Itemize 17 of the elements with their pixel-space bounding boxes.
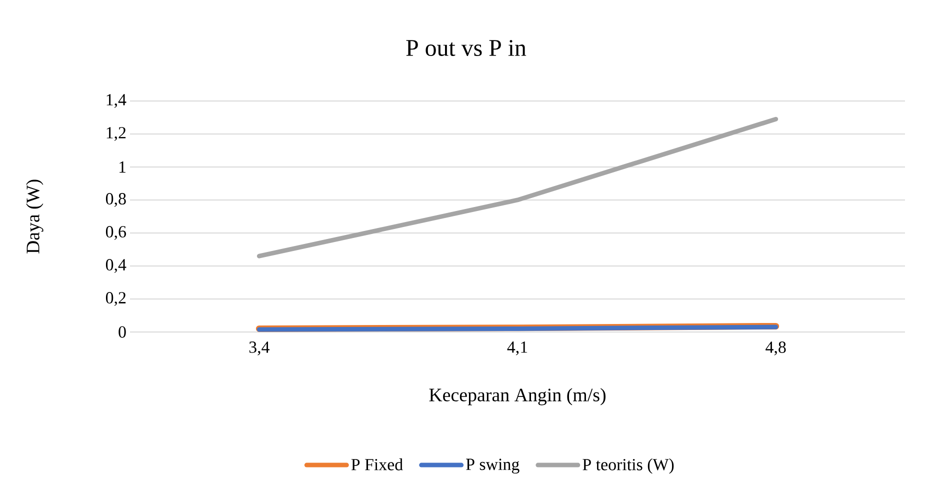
x-tick-label: 3,4: [249, 342, 270, 356]
x-tick-label: 4,8: [766, 342, 786, 356]
legend-label: P Fixed: [351, 458, 403, 470]
y-tick-label: 0,6: [106, 226, 126, 240]
y-tick-label: 0: [118, 326, 126, 338]
y-tick-label: 1,4: [106, 94, 126, 108]
legend-label: P teoritis (W): [582, 458, 674, 474]
legend-label: P swing: [466, 458, 520, 474]
y-axis-title: Daya (W): [26, 180, 44, 254]
y-tick-label: 0,4: [106, 259, 126, 273]
y-tick-label: 1,2: [106, 127, 126, 141]
y-tick-label: 1: [120, 161, 126, 173]
y-tick-label: 0,8: [106, 193, 126, 207]
x-tick-label: 4,1: [507, 342, 528, 356]
chart-title: P out vs P in: [406, 40, 526, 56]
x-axis-title: Keceparan Angin (m/s): [429, 388, 606, 406]
y-tick-label: 0,2: [106, 292, 126, 306]
